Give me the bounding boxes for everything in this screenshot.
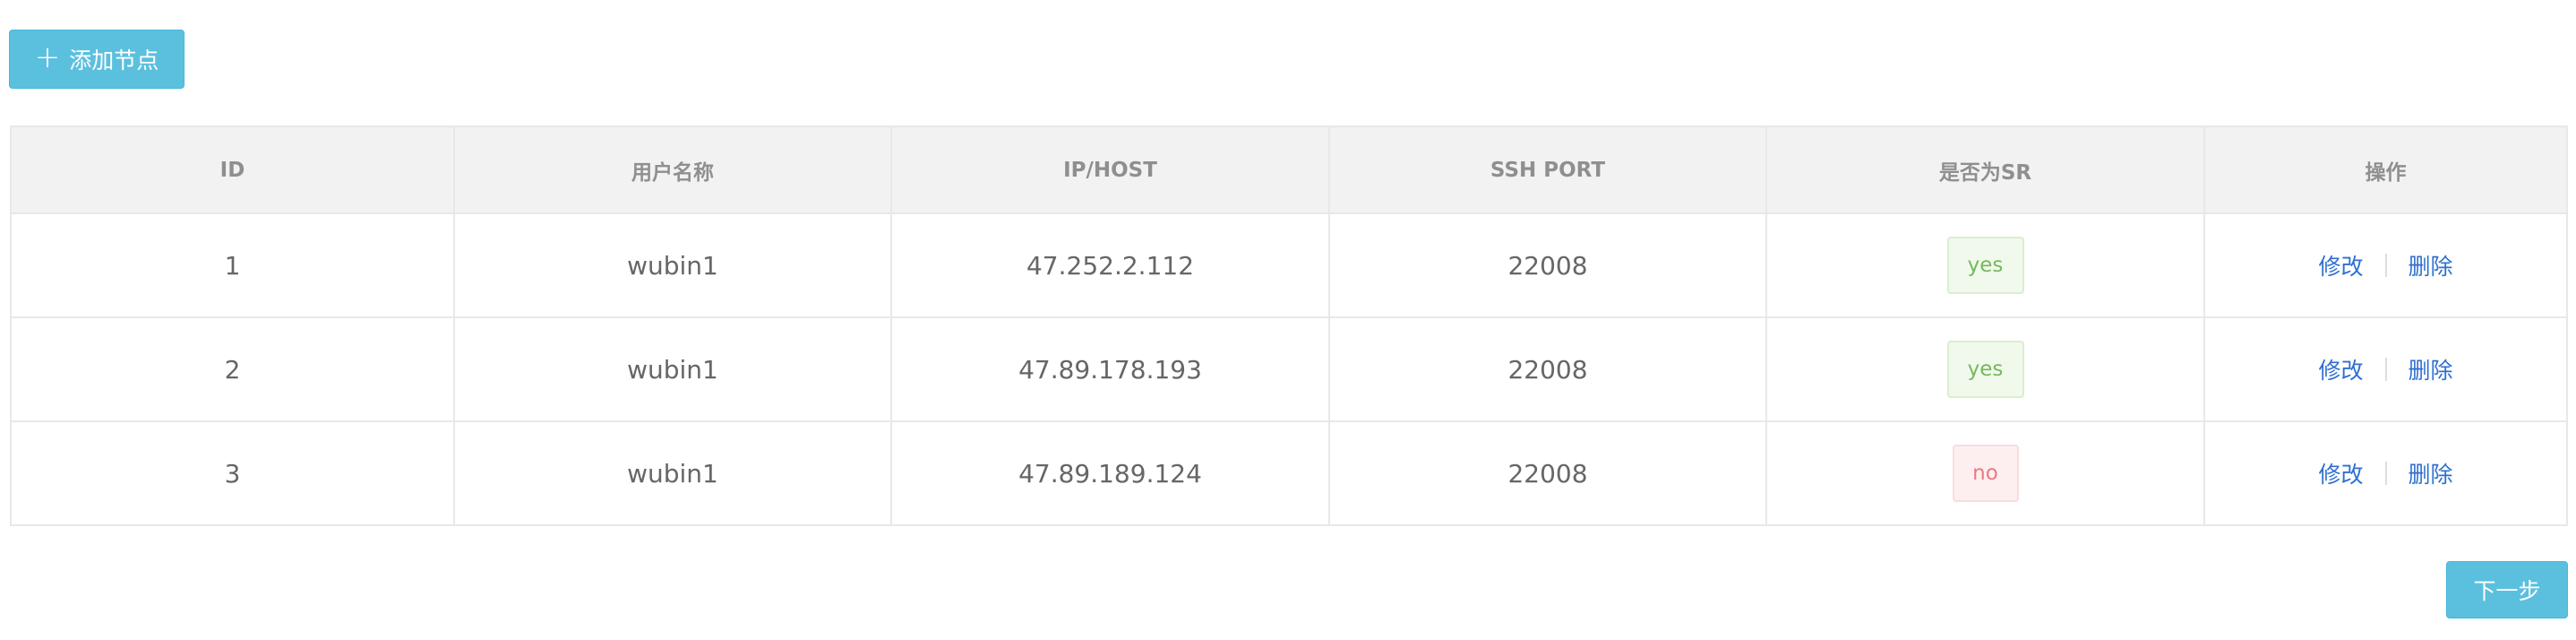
add-node-button[interactable]: + 添加节点	[9, 30, 185, 89]
cell-username: wubin1	[453, 316, 892, 422]
cell-username: wubin1	[453, 420, 892, 526]
delete-link[interactable]: 删除	[2408, 358, 2453, 384]
action-divider	[2384, 254, 2387, 277]
cell-actions: 修改 删除	[2203, 316, 2568, 422]
cell-is-sr: yes	[1765, 212, 2205, 318]
cell-username: wubin1	[453, 212, 892, 318]
cell-ssh-port: 22008	[1328, 316, 1767, 422]
edit-link[interactable]: 修改	[2318, 358, 2364, 384]
delete-link[interactable]: 删除	[2408, 254, 2453, 280]
cell-id: 2	[10, 316, 455, 422]
column-header-id: ID	[10, 125, 455, 214]
nodes-table: ID 用户名称 IP/HOST SSH PORT 是否为SR 操作 1 wubi…	[10, 125, 2568, 526]
sr-status-badge: yes	[1946, 341, 2024, 398]
column-header-actions: 操作	[2203, 125, 2568, 214]
next-step-button[interactable]: 下一步	[2446, 561, 2568, 618]
edit-link[interactable]: 修改	[2318, 254, 2364, 280]
add-node-label: 添加节点	[69, 48, 159, 74]
action-divider	[2384, 462, 2387, 485]
sr-status-badge: no	[1952, 445, 2019, 502]
delete-link[interactable]: 删除	[2408, 462, 2453, 488]
row-actions: 修改 删除	[2318, 457, 2453, 489]
row-actions: 修改 删除	[2318, 249, 2453, 281]
row-actions: 修改 删除	[2318, 353, 2453, 385]
column-header-host: IP/HOST	[890, 125, 1330, 214]
cell-ssh-port: 22008	[1328, 420, 1767, 526]
edit-link[interactable]: 修改	[2318, 462, 2364, 488]
cell-ssh-port: 22008	[1328, 212, 1767, 318]
cell-id: 3	[10, 420, 455, 526]
cell-host: 47.252.2.112	[890, 212, 1330, 318]
column-header-is-sr: 是否为SR	[1765, 125, 2205, 214]
column-header-ssh-port: SSH PORT	[1328, 125, 1767, 214]
cell-actions: 修改 删除	[2203, 420, 2568, 526]
sr-status-badge: yes	[1946, 237, 2024, 294]
table-row: 3 wubin1 47.89.189.124 22008 no 修改 删除	[10, 420, 2568, 526]
cell-host: 47.89.189.124	[890, 420, 1330, 526]
table-header-row: ID 用户名称 IP/HOST SSH PORT 是否为SR 操作	[10, 125, 2568, 214]
cell-host: 47.89.178.193	[890, 316, 1330, 422]
column-header-username: 用户名称	[453, 125, 892, 214]
plus-icon: +	[34, 39, 61, 75]
cell-id: 1	[10, 212, 455, 318]
table-row: 2 wubin1 47.89.178.193 22008 yes 修改 删除	[10, 316, 2568, 422]
cell-is-sr: yes	[1765, 316, 2205, 422]
action-divider	[2384, 358, 2387, 381]
cell-actions: 修改 删除	[2203, 212, 2568, 318]
table-row: 1 wubin1 47.252.2.112 22008 yes 修改 删除	[10, 212, 2568, 318]
cell-is-sr: no	[1765, 420, 2205, 526]
